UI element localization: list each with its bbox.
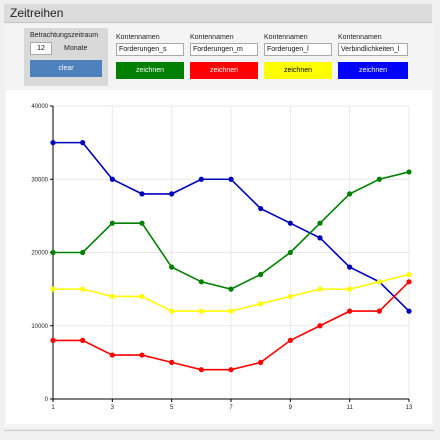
- series-0-point: [80, 140, 86, 146]
- series-1-point: [50, 249, 56, 256]
- series-0-point: [258, 205, 264, 212]
- draw-button-green[interactable]: zeichnen: [116, 62, 184, 79]
- bottom-divider: [4, 430, 434, 431]
- series-1-point: [376, 176, 382, 182]
- series-3-point: [50, 337, 56, 343]
- x-tick-label: 11: [347, 405, 354, 411]
- x-tick-label: 3: [111, 405, 115, 411]
- series-0-point: [317, 235, 323, 241]
- series-0-point: [109, 176, 115, 182]
- series-1-point: [80, 249, 86, 256]
- account-input[interactable]: Forderungen_s: [116, 43, 184, 56]
- x-tick-label: 9: [289, 405, 293, 411]
- series-2-point: [198, 308, 204, 314]
- series-0-point: [347, 264, 353, 270]
- account-header: Kontennamen: [338, 34, 382, 41]
- period-input[interactable]: 12: [30, 42, 52, 55]
- series-3-point: [406, 279, 412, 285]
- series-1-point: [287, 249, 293, 256]
- series-2-point: [347, 286, 353, 292]
- series-3-point: [317, 323, 323, 329]
- account-input[interactable]: Forderugen_l: [264, 43, 332, 56]
- account-input[interactable]: Forderungen_m: [190, 43, 258, 56]
- account-header: Kontennamen: [264, 34, 308, 41]
- window-title: Zeitreihen: [10, 6, 64, 20]
- series-2-point: [228, 308, 234, 314]
- account-header: Kontennamen: [116, 34, 160, 41]
- series-1-point: [139, 220, 145, 226]
- period-group: Betrachtungszeitraum 12 Monate: [24, 28, 108, 86]
- title-bar: Zeitreihen: [4, 4, 432, 23]
- y-tick-label: 40000: [31, 104, 48, 110]
- series-2-point: [169, 308, 175, 314]
- series-0-point: [139, 191, 145, 197]
- series-1-point: [347, 191, 353, 197]
- x-tick-label: 7: [229, 405, 233, 411]
- series-2-point: [109, 293, 115, 300]
- series-2-point: [317, 286, 323, 292]
- y-tick-label: 30000: [31, 177, 48, 183]
- series-0-point: [287, 220, 293, 226]
- timeseries-chart[interactable]: 0 10000 20000 30000 40000 1 3 5 7 9 11 13: [6, 90, 432, 424]
- draw-button-red[interactable]: zeichnen: [190, 62, 258, 79]
- series-3-point: [258, 359, 264, 365]
- series-2-point: [287, 293, 293, 300]
- series-2-point: [80, 286, 86, 292]
- series-2-point: [139, 293, 145, 300]
- account-input[interactable]: Verbindlichkeiten_l: [338, 43, 408, 56]
- account-header: Kontennamen: [190, 34, 234, 41]
- series-0-point: [50, 140, 56, 146]
- series-3-point: [287, 337, 293, 343]
- series-3-point: [169, 359, 175, 365]
- series-0-point: [169, 191, 175, 197]
- x-tick-label: 5: [170, 405, 174, 411]
- series-1-point: [198, 279, 204, 285]
- clear-button[interactable]: clear: [30, 60, 102, 77]
- series-1-point: [109, 220, 115, 226]
- y-tick-label: 10000: [31, 324, 48, 330]
- y-tick-label: 20000: [31, 251, 48, 257]
- series-3-point: [109, 352, 115, 358]
- x-tick-label: 1: [51, 405, 55, 411]
- series-3-point: [228, 367, 234, 373]
- series-3-point: [80, 337, 86, 343]
- series-3-point: [347, 308, 353, 314]
- x-tick-label: 13: [406, 405, 413, 411]
- series-2-point: [258, 301, 264, 307]
- y-tick-label: 0: [45, 397, 49, 403]
- series-3-point: [198, 367, 204, 373]
- series-3-point: [376, 308, 382, 314]
- series-0-point: [198, 176, 204, 182]
- series-1-point: [317, 220, 323, 226]
- series-1-point: [406, 169, 412, 175]
- series-1-point: [228, 286, 234, 292]
- series-2-point: [376, 279, 382, 285]
- series-3-point: [139, 352, 145, 358]
- draw-button-yellow[interactable]: zeichnen: [264, 62, 332, 79]
- series-0-point: [406, 308, 412, 314]
- series-2-point: [50, 286, 56, 292]
- period-unit-label: Monate: [64, 45, 88, 52]
- series-0-point: [228, 176, 234, 182]
- draw-button-blue[interactable]: zeichnen: [338, 62, 408, 79]
- series-1-point: [169, 264, 175, 270]
- period-label: Betrachtungszeitraum: [30, 32, 99, 39]
- series-1-point: [258, 271, 264, 278]
- series-2-point: [406, 271, 412, 278]
